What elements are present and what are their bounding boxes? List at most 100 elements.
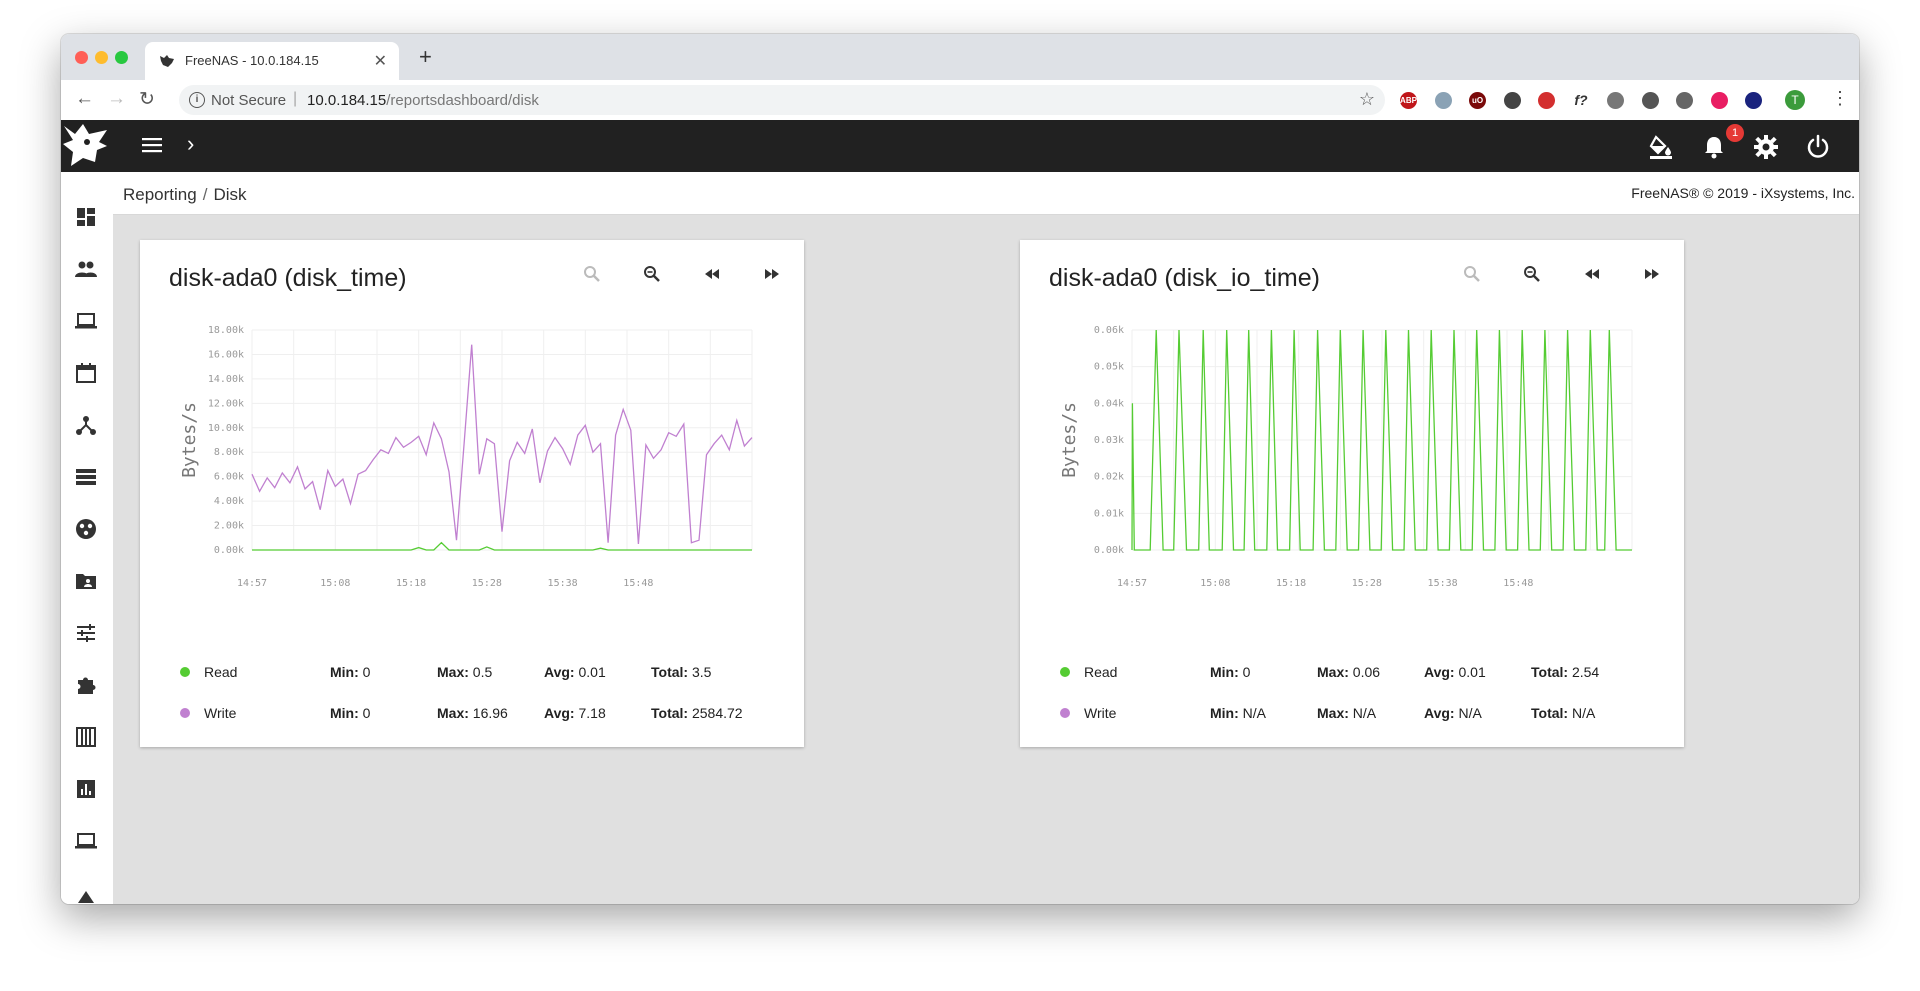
x-tick-label: 15:18 [396, 578, 426, 589]
read-dot-icon [1060, 667, 1070, 677]
ublock-origin-icon[interactable]: uO [1469, 92, 1486, 109]
breadcrumb-current: Disk [213, 185, 247, 204]
storage-icon[interactable] [74, 465, 98, 489]
report-card-disk-io-time: disk-ada0 (disk_io_time) 0.00k 0.01k 0.02k… [1020, 240, 1684, 747]
back-arrow-icon[interactable]: ← [75, 88, 94, 109]
card-title: disk-ada0 (disk_time) [169, 264, 407, 292]
download-circle-icon[interactable] [1503, 92, 1521, 109]
dashboard-icon[interactable] [74, 205, 98, 229]
menu-hamburger-icon[interactable] [142, 135, 162, 155]
breadcrumb-reporting-link[interactable]: Reporting [123, 185, 197, 204]
breadcrumb-separator: / [202, 185, 208, 204]
x-tick-label: 15:48 [623, 578, 653, 589]
display-system-processes-icon[interactable] [74, 881, 98, 904]
card-title: disk-ada0 (disk_io_time) [1049, 264, 1320, 292]
adblock-plus-icon[interactable]: ABP [1400, 92, 1417, 109]
audio-icon[interactable] [1641, 92, 1659, 109]
breadcrumb: Reporting / Disk [123, 185, 247, 205]
app-header: › 1 [61, 120, 1859, 172]
y-tick-label: 8.00k [214, 447, 244, 458]
security-label[interactable]: Not Secure [211, 92, 287, 109]
zoom-out-icon[interactable] [1523, 265, 1541, 283]
legend-name: Write [204, 705, 237, 721]
globe-icon[interactable] [1607, 92, 1624, 109]
step-back-icon[interactable] [703, 265, 721, 283]
y-tick-label: 0.06k [1094, 325, 1124, 336]
legend-row-write: Write Min: 0 Max: 16.96 Avg: 7.18 Total:… [180, 705, 780, 725]
tab-title: FreeNAS - 10.0.184.15 [185, 53, 319, 68]
y-tick-label: 18.00k [208, 325, 244, 336]
url-text[interactable]: 10.0.184.15/reportsdashboard/disk [307, 92, 539, 109]
disk-io-time-chart[interactable]: 0.00k 0.01k 0.02k 0.03k 0.04k 0.05k 0.06k 14:57… [1050, 320, 1650, 620]
zoom-in-icon[interactable] [1463, 265, 1481, 283]
copyright-text: FreeNAS® © 2019 - iXsystems, Inc. [1631, 185, 1855, 201]
legend-row-read: Read Min: 0 Max: 0.06 Avg: 0.01 Total: 2… [1060, 664, 1660, 684]
screenshot-icon[interactable] [1676, 92, 1693, 109]
plugins-puzzle-icon[interactable] [74, 673, 98, 697]
download-arrow-icon[interactable] [1434, 92, 1452, 109]
accounts-icon[interactable] [74, 257, 98, 281]
y-tick-label: 4.00k [214, 496, 244, 507]
zoom-in-icon[interactable] [583, 265, 601, 283]
profile-avatar[interactable]: T [1785, 90, 1805, 110]
browser-tab[interactable]: FreeNAS - 10.0.184.15 ✕ [145, 42, 399, 80]
y-axis-label: Bytes/s [1059, 402, 1080, 478]
freenas-favicon-icon [160, 55, 174, 67]
window-maximize-button[interactable] [115, 51, 128, 64]
notifications-bell-icon[interactable] [1701, 134, 1727, 160]
legend-max: Max: 16.96 [437, 705, 508, 721]
bookmark-star-icon[interactable]: ☆ [1358, 89, 1375, 109]
disk-time-chart[interactable]: 0.00k 2.00k 4.00k 6.00k 8.00k 10.00k 12.00k 14.… [170, 320, 770, 620]
freenas-logo-icon[interactable] [61, 120, 117, 172]
legend-min: Min: 0 [330, 705, 371, 721]
x-tick-label: 15:38 [548, 578, 578, 589]
address-bar[interactable]: i Not Secure | 10.0.184.15/reportsdashbo… [179, 85, 1385, 115]
tab-strip: FreeNAS - 10.0.184.15 ✕ + [61, 34, 1859, 80]
directory-services-icon[interactable] [74, 517, 98, 541]
settings-gear-icon[interactable] [1753, 134, 1779, 160]
legend-max: Max: N/A [1317, 705, 1377, 721]
link-icon[interactable] [1710, 92, 1728, 109]
legend-avg: Avg: 0.01 [544, 664, 606, 680]
whatfont-icon[interactable]: f? [1572, 92, 1590, 109]
browser-window: FreeNAS - 10.0.184.15 ✕ + ← → ↻ i Not Se… [61, 34, 1859, 904]
legend-name: Read [1084, 664, 1118, 680]
chevron-right-icon[interactable]: › [187, 131, 195, 156]
step-forward-icon[interactable] [763, 265, 781, 283]
y-tick-label: 12.00k [208, 398, 244, 409]
x-tick-label: 15:28 [1352, 578, 1382, 589]
virtual-machines-icon[interactable] [74, 829, 98, 853]
write-dot-icon [180, 708, 190, 718]
tab-close-icon[interactable]: ✕ [373, 53, 387, 70]
window-minimize-button[interactable] [95, 51, 108, 64]
x-tick-label: 15:28 [472, 578, 502, 589]
eye-icon[interactable] [1745, 92, 1762, 109]
x-tick-label: 15:08 [1200, 578, 1230, 589]
theme-paint-bucket-icon[interactable] [1648, 134, 1674, 160]
y-tick-label: 0.05k [1094, 362, 1124, 373]
legend-name: Read [204, 664, 238, 680]
zoom-out-icon[interactable] [643, 265, 661, 283]
legend-row-read: Read Min: 0 Max: 0.5 Avg: 0.01 Total: 3.… [180, 664, 780, 684]
info-icon[interactable]: i [189, 92, 205, 108]
network-icon[interactable] [74, 413, 98, 437]
reload-icon[interactable]: ↻ [139, 89, 155, 110]
browser-menu-icon[interactable]: ⋮ [1831, 88, 1849, 108]
power-icon[interactable] [1805, 134, 1831, 160]
step-back-icon[interactable] [1583, 265, 1601, 283]
jails-icon[interactable] [74, 725, 98, 749]
tasks-calendar-icon[interactable] [74, 361, 98, 385]
notification-count-badge: 1 [1726, 124, 1744, 142]
stop-hand-icon[interactable] [1538, 92, 1555, 109]
system-laptop-icon[interactable] [74, 309, 98, 333]
services-tune-icon[interactable] [74, 621, 98, 645]
new-tab-icon[interactable]: + [419, 44, 432, 69]
reporting-chart-icon[interactable] [74, 777, 98, 801]
series-line-write [251, 344, 753, 544]
sharing-folder-icon[interactable] [74, 569, 98, 593]
window-close-button[interactable] [75, 51, 88, 64]
forward-arrow-icon[interactable]: → [107, 88, 126, 109]
x-tick-label: 15:48 [1503, 578, 1533, 589]
step-forward-icon[interactable] [1643, 265, 1661, 283]
browser-toolbar: ← → ↻ i Not Secure | 10.0.184.15/reports… [61, 80, 1859, 121]
